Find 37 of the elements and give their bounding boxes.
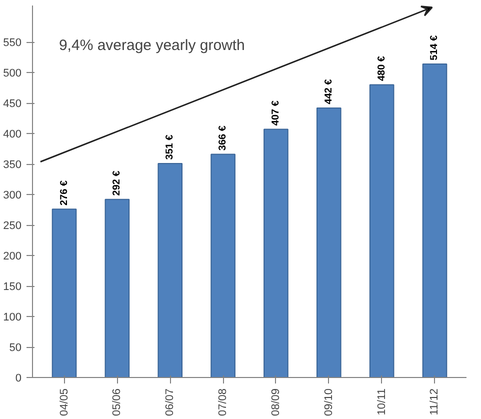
- x-tick-label: 05/06: [111, 388, 124, 416]
- bar: [422, 64, 448, 378]
- data-label: 276 €: [58, 180, 70, 206]
- bar: [104, 198, 130, 378]
- data-label: 366 €: [218, 125, 229, 151]
- y-tick-label: 200: [3, 250, 22, 263]
- x-tick-label: 08/09: [270, 388, 282, 416]
- annotation: 9,4% average yearly growth: [58, 36, 245, 54]
- bar: [316, 107, 342, 378]
- data-label: 407 €: [270, 100, 282, 126]
- x-tick-label: 11/12: [428, 388, 441, 416]
- bar: [369, 84, 394, 378]
- y-tick-label: 300: [3, 190, 22, 202]
- y-tick-label: 50: [9, 342, 22, 354]
- x-tick-label: 04/05: [58, 388, 70, 416]
- bar: [264, 128, 288, 378]
- y-tick-label: 550: [3, 37, 22, 50]
- y-tick-label: 400: [3, 128, 22, 141]
- x-tick-label: 10/11: [376, 388, 388, 416]
- x-tick-label: 09/10: [322, 388, 335, 416]
- y-tick-label: 500: [3, 68, 22, 80]
- data-label: 480 €: [376, 56, 388, 82]
- data-label: 514 €: [429, 34, 440, 60]
- y-tick-label: 450: [3, 98, 22, 110]
- y-tick-label: 0: [15, 372, 22, 384]
- y-tick-label: 250: [3, 220, 22, 232]
- y-tick-label: 350: [3, 159, 22, 172]
- bar: [158, 162, 183, 378]
- x-tick-label: 07/08: [217, 388, 230, 416]
- x-tick-label: 06/07: [164, 388, 176, 416]
- bar: [210, 154, 236, 378]
- data-label: 351 €: [164, 134, 176, 160]
- y-tick-label: 100: [3, 312, 22, 324]
- data-label: 292 €: [112, 170, 123, 196]
- data-label: 442 €: [323, 78, 334, 104]
- y-tick-label: 150: [3, 281, 22, 294]
- bar: [52, 208, 77, 378]
